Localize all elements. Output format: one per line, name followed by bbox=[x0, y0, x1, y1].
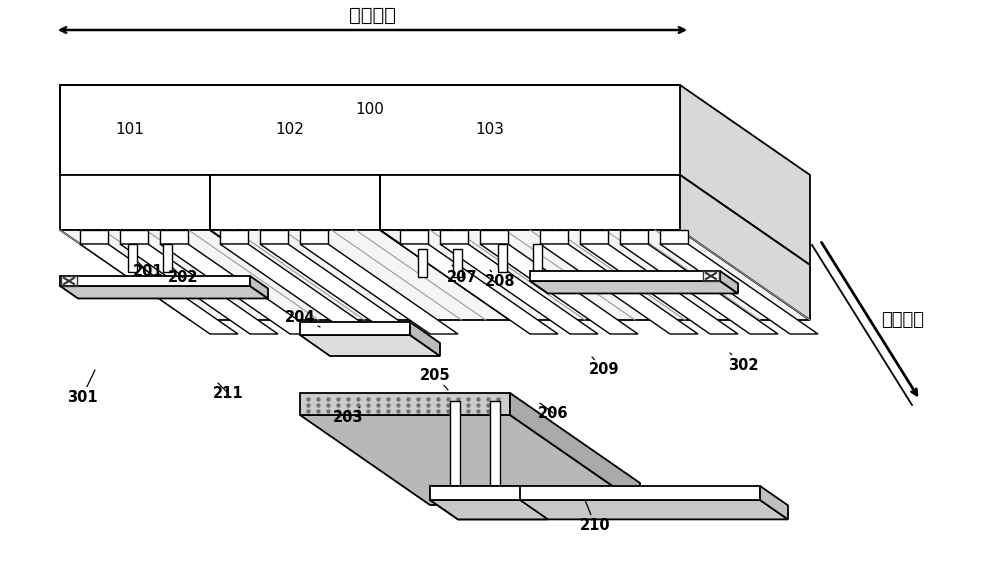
Text: 100: 100 bbox=[356, 102, 384, 117]
Polygon shape bbox=[80, 230, 108, 244]
Polygon shape bbox=[120, 230, 148, 244]
Polygon shape bbox=[533, 244, 542, 272]
Text: 宽度方向: 宽度方向 bbox=[882, 311, 924, 329]
Polygon shape bbox=[418, 249, 427, 277]
Polygon shape bbox=[760, 486, 788, 519]
Polygon shape bbox=[60, 85, 680, 175]
Polygon shape bbox=[660, 244, 818, 334]
Polygon shape bbox=[440, 230, 468, 244]
Text: 210: 210 bbox=[580, 500, 610, 532]
Text: 206: 206 bbox=[538, 403, 568, 420]
Polygon shape bbox=[530, 271, 720, 281]
Polygon shape bbox=[60, 175, 210, 230]
Polygon shape bbox=[480, 230, 508, 244]
Polygon shape bbox=[400, 244, 558, 334]
Polygon shape bbox=[530, 281, 738, 293]
Polygon shape bbox=[430, 486, 760, 500]
Polygon shape bbox=[430, 500, 548, 519]
Polygon shape bbox=[210, 230, 510, 320]
Text: 101: 101 bbox=[116, 122, 144, 137]
Polygon shape bbox=[300, 393, 510, 415]
Polygon shape bbox=[510, 393, 640, 505]
Text: 209: 209 bbox=[589, 357, 619, 378]
Polygon shape bbox=[580, 230, 608, 244]
Polygon shape bbox=[620, 244, 778, 334]
Polygon shape bbox=[300, 335, 440, 356]
Text: 102: 102 bbox=[276, 122, 304, 137]
Polygon shape bbox=[260, 230, 288, 244]
Text: 长度方向: 长度方向 bbox=[349, 6, 396, 25]
Polygon shape bbox=[620, 230, 648, 244]
Polygon shape bbox=[498, 244, 507, 272]
Polygon shape bbox=[400, 230, 428, 244]
Polygon shape bbox=[300, 230, 328, 244]
Text: 203: 203 bbox=[333, 407, 363, 426]
Polygon shape bbox=[60, 276, 250, 286]
Text: 201: 201 bbox=[133, 262, 163, 279]
Polygon shape bbox=[580, 244, 738, 334]
Polygon shape bbox=[660, 230, 688, 244]
Polygon shape bbox=[250, 276, 268, 298]
Polygon shape bbox=[540, 230, 568, 244]
Text: 205: 205 bbox=[420, 367, 450, 390]
Text: 301: 301 bbox=[67, 370, 97, 404]
Text: 211: 211 bbox=[213, 383, 243, 401]
Polygon shape bbox=[480, 244, 638, 334]
Polygon shape bbox=[260, 244, 418, 334]
Polygon shape bbox=[128, 244, 137, 272]
Polygon shape bbox=[300, 244, 458, 334]
Text: 302: 302 bbox=[728, 353, 758, 373]
Polygon shape bbox=[120, 244, 278, 334]
Polygon shape bbox=[210, 175, 380, 230]
Polygon shape bbox=[163, 244, 172, 272]
Polygon shape bbox=[380, 175, 680, 230]
Polygon shape bbox=[440, 244, 598, 334]
Polygon shape bbox=[60, 230, 340, 320]
Polygon shape bbox=[220, 230, 248, 244]
Polygon shape bbox=[490, 401, 500, 486]
Polygon shape bbox=[300, 322, 410, 335]
Polygon shape bbox=[430, 500, 788, 519]
Text: 202: 202 bbox=[168, 268, 198, 286]
Polygon shape bbox=[410, 322, 440, 356]
Polygon shape bbox=[680, 85, 810, 265]
Polygon shape bbox=[160, 244, 318, 334]
Polygon shape bbox=[453, 249, 462, 277]
Polygon shape bbox=[60, 175, 810, 265]
Polygon shape bbox=[220, 244, 378, 334]
Text: 207: 207 bbox=[447, 265, 477, 285]
Polygon shape bbox=[160, 230, 188, 244]
Text: 103: 103 bbox=[476, 122, 505, 137]
Polygon shape bbox=[720, 271, 738, 293]
Polygon shape bbox=[300, 415, 640, 505]
Polygon shape bbox=[450, 401, 460, 486]
Text: 204: 204 bbox=[285, 309, 320, 327]
Polygon shape bbox=[430, 486, 520, 500]
Polygon shape bbox=[540, 244, 698, 334]
Polygon shape bbox=[80, 244, 238, 334]
Text: 208: 208 bbox=[485, 270, 515, 289]
Polygon shape bbox=[380, 230, 810, 320]
Polygon shape bbox=[680, 175, 810, 320]
Polygon shape bbox=[60, 286, 268, 298]
